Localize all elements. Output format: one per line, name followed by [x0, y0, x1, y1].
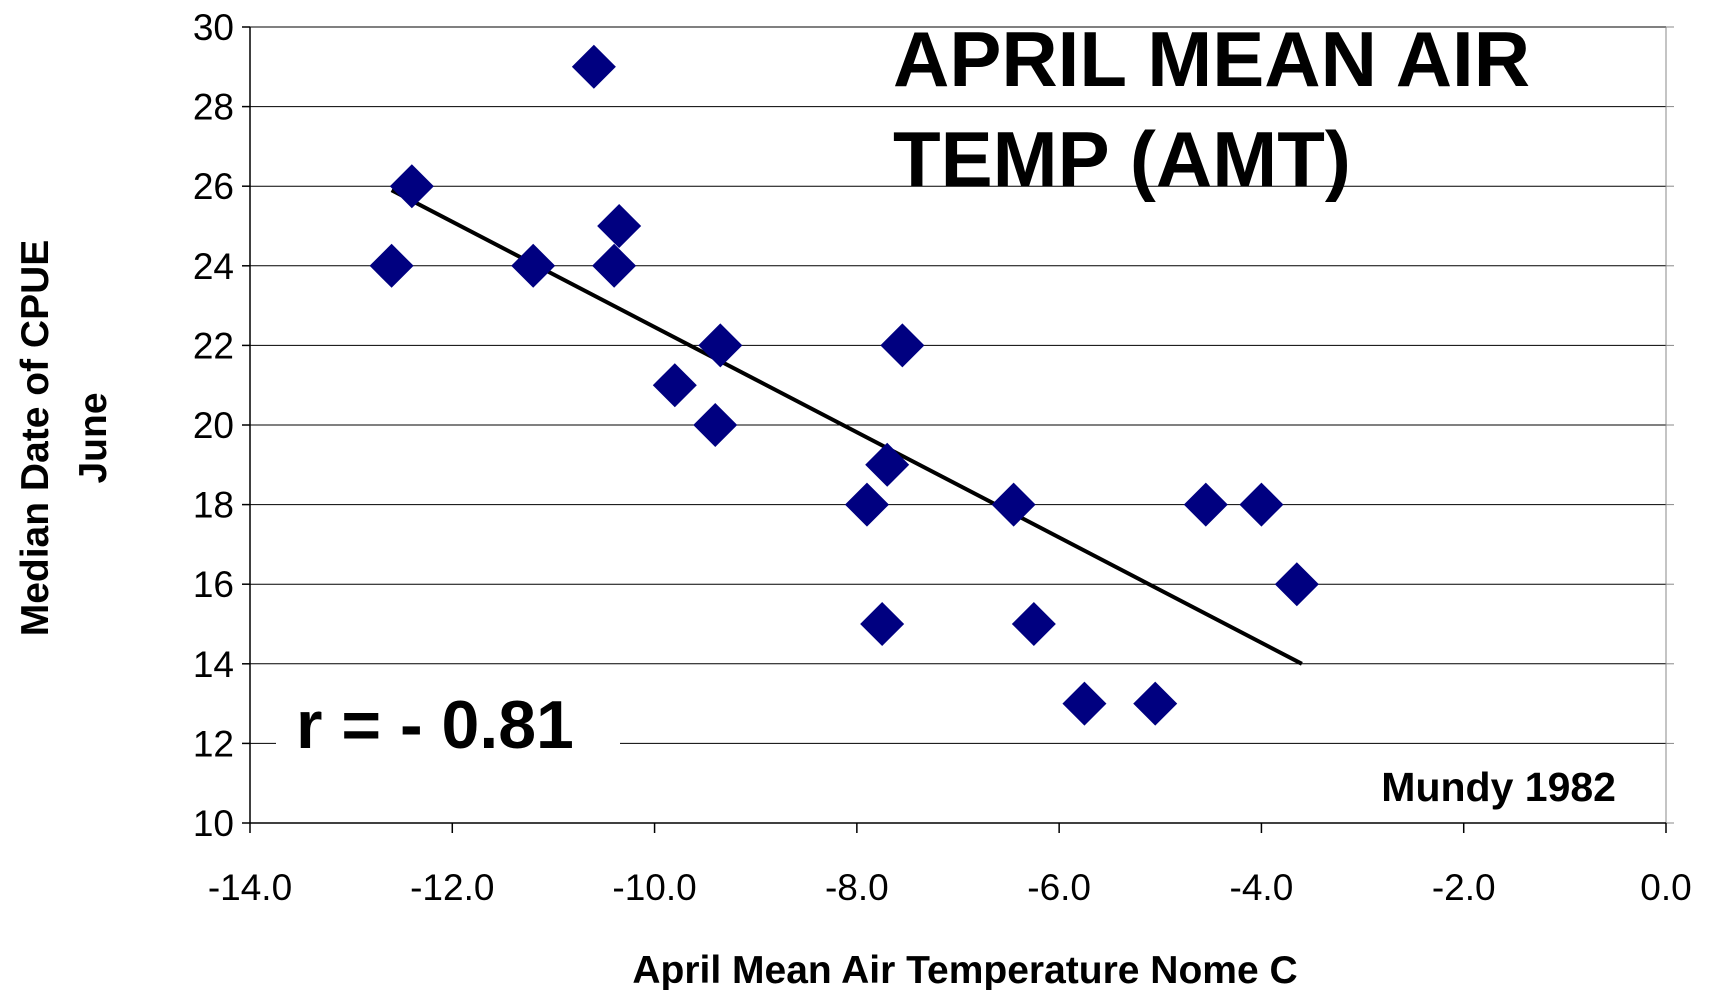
data-point: [1011, 602, 1056, 646]
y-tick-label: 18: [193, 485, 234, 526]
data-point: [1274, 562, 1319, 607]
y-axis-label: June: [72, 392, 115, 483]
data-point: [860, 602, 905, 646]
data-point: [652, 363, 697, 408]
correlation-label: r = - 0.81: [296, 687, 574, 763]
y-tick-label: 16: [193, 564, 234, 605]
y-tick-label: 26: [193, 166, 234, 207]
data-point: [511, 243, 556, 288]
x-tick-label: -10.0: [612, 867, 696, 908]
label-background: [276, 678, 620, 768]
x-tick-label: -4.0: [1230, 867, 1294, 908]
data-point: [592, 243, 637, 288]
data-point: [693, 403, 738, 447]
chart-title-line: APRIL MEAN AIR: [893, 15, 1530, 103]
y-axis-label: Median Date of CPUE: [14, 240, 57, 637]
data-point: [369, 243, 414, 288]
x-tick-label: 0.0: [1640, 867, 1691, 908]
x-tick-label: -2.0: [1432, 867, 1496, 908]
data-point: [1239, 482, 1284, 527]
y-tick-label: 20: [193, 405, 234, 446]
data-point: [880, 323, 925, 368]
x-tick-label: -14.0: [208, 867, 292, 908]
data-point: [597, 204, 642, 248]
data-point: [1183, 482, 1228, 527]
data-point: [991, 482, 1036, 527]
data-point: [1133, 681, 1178, 726]
x-tick-label: -6.0: [1027, 867, 1091, 908]
y-tick-label: 30: [193, 7, 234, 48]
y-tick-label: 10: [193, 803, 234, 844]
x-tick-label: -12.0: [410, 867, 494, 908]
chart-title-line: TEMP (AMT): [893, 115, 1351, 203]
data-point: [389, 164, 434, 209]
x-axis-label: April Mean Air Temperature Nome C: [632, 949, 1297, 990]
y-tick-label: 24: [193, 246, 234, 287]
data-point: [1062, 681, 1107, 726]
source-label: Mundy 1982: [1381, 764, 1616, 810]
data-point: [865, 442, 910, 487]
data-point: [571, 44, 616, 89]
y-tick-label: 22: [193, 325, 234, 366]
y-tick-label: 12: [193, 723, 234, 764]
data-point: [698, 323, 743, 368]
x-tick-label: -8.0: [825, 867, 889, 908]
y-tick-label: 28: [193, 87, 234, 128]
y-tick-label: 14: [193, 644, 234, 685]
data-point: [844, 482, 889, 527]
